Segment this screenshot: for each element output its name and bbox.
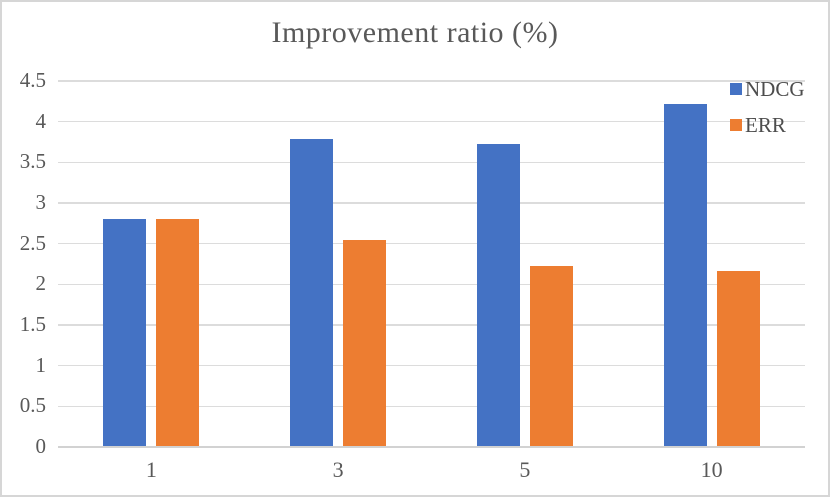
y-tick-label: 2 [35, 271, 47, 296]
gridline [58, 364, 805, 367]
err-series-swatch-icon [730, 119, 742, 131]
gridline [58, 405, 805, 408]
bar-ndcg-1 [103, 219, 147, 446]
legend: NDCG ERR [730, 78, 805, 136]
bar-err-1 [156, 219, 200, 446]
bar-err-5 [529, 266, 573, 446]
bar-ndcg-5 [476, 144, 520, 446]
y-tick-label: 3 [35, 190, 47, 214]
gridline [58, 202, 805, 204]
x-tick-label: 5 [519, 457, 531, 482]
gridline [58, 161, 805, 164]
x-tick-label: 1 [145, 457, 157, 482]
legend-item-ndcg: NDCG [730, 78, 805, 100]
ndcg-series-swatch-icon [730, 83, 742, 95]
y-tick-label: 4.5 [19, 68, 46, 92]
y-tick-label: 3.5 [19, 149, 46, 174]
bar-err-3 [343, 240, 387, 446]
gridline [58, 324, 805, 326]
err-legend-label: ERR [745, 113, 786, 137]
gridline [58, 80, 805, 82]
gridline [58, 283, 805, 286]
bar-err-10 [716, 271, 760, 446]
y-tick-label: 0 [35, 434, 47, 458]
x-axis-line [58, 446, 805, 448]
chart-title: Improvement ratio (%) [271, 16, 559, 49]
gridline [58, 120, 805, 123]
ndcg-legend-label: NDCG [745, 77, 805, 101]
legend-item-err: ERR [730, 114, 805, 136]
y-tick-label: 0.5 [19, 393, 46, 418]
y-tick-label: 1 [35, 352, 47, 377]
x-tick-label: 10 [700, 457, 723, 482]
bar-ndcg-3 [290, 139, 334, 446]
y-tick-label: 1.5 [19, 312, 46, 336]
bar-ndcg-10 [663, 104, 707, 446]
y-tick-label: 4 [35, 108, 47, 133]
gridline [58, 242, 805, 245]
y-tick-label: 2.5 [19, 230, 46, 255]
x-tick-label: 3 [332, 457, 344, 482]
